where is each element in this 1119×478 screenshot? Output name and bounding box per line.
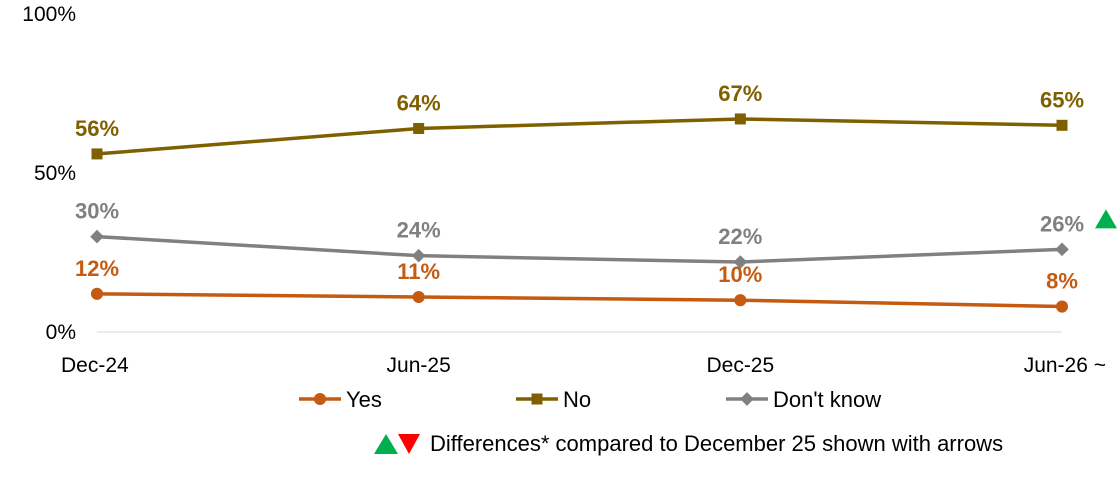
data-label-yes: 10% <box>718 262 762 287</box>
line-chart: 0% 50% 100% Dec-24 Jun-25 Dec-25 Jun-26 ~ 12%… <box>22 3 1117 412</box>
legend-marker-no <box>531 393 543 405</box>
x-axis-ticks: Dec-24 Jun-25 Dec-25 Jun-26 ~ <box>61 354 1106 377</box>
data-point-yes <box>412 290 425 304</box>
data-point-no <box>1056 119 1068 131</box>
annotations <box>1095 209 1117 229</box>
x-tick-label: Dec-25 <box>706 354 774 377</box>
up-arrow-icon <box>374 434 398 454</box>
x-tick-label: Jun-25 <box>387 354 451 377</box>
data-label-don-t-know: 22% <box>718 224 762 249</box>
footnote: Differences* compared to December 25 sho… <box>374 431 1003 457</box>
legend-label-no: No <box>563 387 591 412</box>
data-point-no <box>91 148 103 160</box>
data-label-yes: 11% <box>397 259 440 284</box>
data-point-don-t-know <box>733 255 748 269</box>
series-line-no <box>96 117 1063 156</box>
y-tick-label: 100% <box>22 3 76 26</box>
down-arrow-icon <box>398 434 420 454</box>
data-label-no: 56% <box>75 116 119 141</box>
data-label-don-t-know: 26% <box>1040 211 1084 236</box>
data-label-yes: 8% <box>1046 269 1078 294</box>
data-label-don-t-know: 30% <box>75 199 119 224</box>
y-axis-ticks: 0% 50% 100% <box>22 3 76 344</box>
data-label-yes: 12% <box>75 256 119 281</box>
legend-label-yes: Yes <box>346 387 382 412</box>
up-down-arrows-icon <box>374 434 420 454</box>
y-tick-label: 50% <box>34 162 76 185</box>
legend-marker-yes <box>313 392 327 406</box>
data-label-no: 64% <box>397 90 441 115</box>
change-arrow-icon <box>1095 209 1117 229</box>
data-point-yes <box>90 287 104 300</box>
data-point-no <box>734 113 746 125</box>
data-point-don-t-know <box>1055 242 1069 257</box>
x-tick-label: Jun-26 ~ <box>1024 354 1106 377</box>
legend-marker-don-t-know <box>740 392 754 406</box>
data-label-don-t-know: 24% <box>397 218 441 243</box>
data-point-no <box>413 122 425 134</box>
footnote-text: Differences* compared to December 25 sho… <box>430 431 1004 456</box>
series-lines <box>96 117 1063 309</box>
legend-label-don-t-know: Don't know <box>773 387 881 412</box>
series-line-yes <box>96 292 1063 309</box>
data-point-don-t-know <box>90 229 104 244</box>
data-label-no: 67% <box>718 81 762 106</box>
data-label-no: 65% <box>1040 87 1084 112</box>
series-markers <box>90 113 1069 313</box>
data-labels: 12% 11% 10% 8% 56% 64% 67% 65% 30% 24% 22% 26% <box>75 81 1084 294</box>
y-tick-label: 0% <box>46 321 76 344</box>
series-line-don-t-know <box>96 234 1063 264</box>
data-point-don-t-know <box>411 248 426 263</box>
data-point-yes <box>1055 300 1069 313</box>
legend: Yes No Don't know <box>299 387 881 412</box>
x-tick-label: Dec-24 <box>61 354 129 377</box>
data-point-yes <box>734 294 747 307</box>
